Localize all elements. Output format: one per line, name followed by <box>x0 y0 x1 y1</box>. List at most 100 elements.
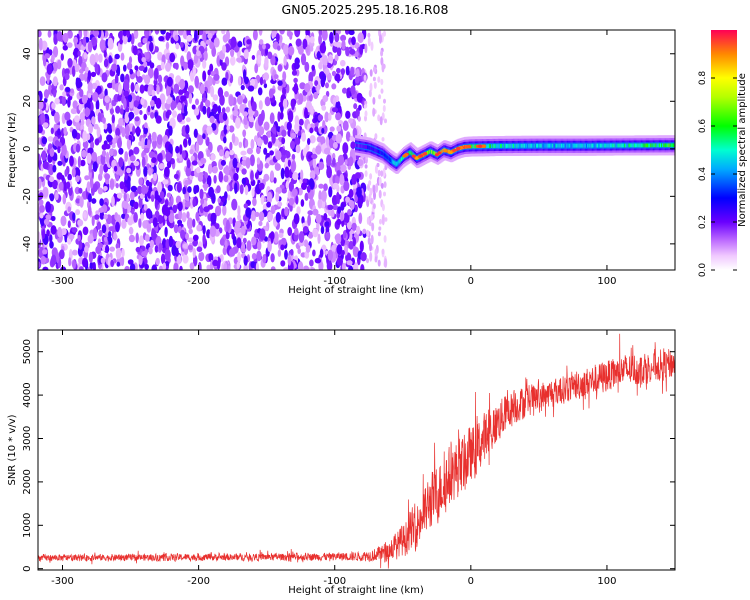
heatmap-cell <box>74 167 81 179</box>
heatmap-cell <box>285 180 289 190</box>
heatmap-cell <box>209 115 215 124</box>
heatmap-cell <box>172 110 177 118</box>
heatmap-cell <box>113 165 118 172</box>
heatmap-cell <box>153 84 157 92</box>
heatmap-cell <box>64 111 71 121</box>
heatmap-cell <box>292 172 299 181</box>
heatmap-cell <box>116 66 121 77</box>
heatmap-cell <box>89 261 94 270</box>
heatmap-cell <box>132 45 138 56</box>
heatmap-cell <box>107 82 113 89</box>
heatmap-cell <box>297 261 304 270</box>
heatmap-cell <box>384 258 388 268</box>
heatmap-cell <box>88 123 94 134</box>
heatmap-cell <box>287 227 293 236</box>
heatmap-cell <box>109 108 114 115</box>
heatmap-cell <box>478 144 483 148</box>
heatmap-cell <box>91 36 97 47</box>
heatmap-cell <box>251 253 257 260</box>
heatmap-cell <box>293 82 299 95</box>
heatmap-cell <box>126 137 132 150</box>
heatmap-cell <box>264 43 271 50</box>
heatmap-cell <box>247 100 252 108</box>
heatmap-cell <box>287 255 292 266</box>
heatmap-cell <box>223 174 229 183</box>
heatmap-cell <box>381 137 385 142</box>
heatmap-cell <box>40 216 45 227</box>
heatmap-cell <box>269 150 274 156</box>
heatmap-cell <box>187 85 194 94</box>
heatmap-cell <box>92 30 100 37</box>
heatmap-cell <box>378 94 382 100</box>
heatmap-cell <box>225 219 230 232</box>
heatmap-cell <box>367 32 371 38</box>
heatmap-cell <box>77 234 81 242</box>
colorbar-tick-label: 0.2 <box>698 215 708 229</box>
heatmap-cell <box>254 135 258 143</box>
heatmap-cell <box>150 194 155 202</box>
heatmap-cell <box>262 43 266 50</box>
heatmap-cell <box>332 182 339 190</box>
heatmap-cell <box>334 32 340 43</box>
heatmap-cell <box>305 244 311 253</box>
heatmap-cell <box>373 191 376 200</box>
heatmap-cell <box>90 134 94 142</box>
heatmap-cell <box>237 251 242 263</box>
heatmap-cell <box>254 63 259 74</box>
heatmap-cell <box>366 258 369 264</box>
heatmap-cell <box>267 141 273 149</box>
heatmap-cell <box>43 57 47 67</box>
heatmap-cell <box>128 56 133 64</box>
heatmap-cell <box>325 231 330 239</box>
heatmap-cell <box>366 199 370 208</box>
heatmap-cell <box>345 65 350 76</box>
snr-plot-area <box>38 333 675 569</box>
heatmap-cell <box>283 44 289 55</box>
heatmap-cell <box>202 59 207 69</box>
heatmap-cell <box>328 112 332 121</box>
heatmap-cell <box>91 82 98 90</box>
heatmap-cell <box>354 76 360 84</box>
heatmap-cell <box>377 259 381 267</box>
heatmap-cell <box>320 136 326 146</box>
heatmap-cell <box>215 223 220 230</box>
heatmap-cell <box>203 206 210 213</box>
heatmap-cell <box>335 133 342 144</box>
spectrogram-ytick-label: 0 <box>22 146 33 152</box>
heatmap-cell <box>378 189 382 199</box>
heatmap-cell <box>87 81 93 94</box>
heatmap-cell <box>309 135 316 144</box>
heatmap-cell <box>481 144 486 148</box>
heatmap-cell <box>91 198 97 204</box>
heatmap-cell <box>270 231 275 241</box>
heatmap-cell <box>105 245 110 254</box>
heatmap-cell <box>443 149 448 153</box>
heatmap-cell <box>79 89 84 98</box>
heatmap-cell <box>52 76 58 87</box>
heatmap-cell <box>221 30 226 35</box>
heatmap-cell <box>318 183 324 189</box>
heatmap-cell <box>288 181 294 192</box>
heatmap-cell <box>151 131 157 142</box>
colorbar-tick-label: 0.0 <box>698 263 708 278</box>
heatmap-cell <box>145 179 150 187</box>
heatmap-cell <box>61 95 66 107</box>
heatmap-cell <box>273 231 279 244</box>
heatmap-cell <box>348 118 354 124</box>
heatmap-cell <box>70 88 74 94</box>
heatmap-cell <box>353 262 359 270</box>
heatmap-cell <box>124 124 130 137</box>
heatmap-cell <box>210 212 217 225</box>
heatmap-cell <box>168 125 173 136</box>
heatmap-cell <box>319 42 327 54</box>
heatmap-cell <box>372 107 376 117</box>
heatmap-cell <box>434 153 439 157</box>
heatmap-cell <box>312 249 316 257</box>
heatmap-cell <box>208 186 215 198</box>
heatmap-cell <box>177 89 184 95</box>
heatmap-cell <box>295 195 299 205</box>
heatmap-cell <box>330 209 335 218</box>
heatmap-cell <box>111 143 116 149</box>
heatmap-cell <box>293 62 300 70</box>
heatmap-cell <box>199 83 205 94</box>
